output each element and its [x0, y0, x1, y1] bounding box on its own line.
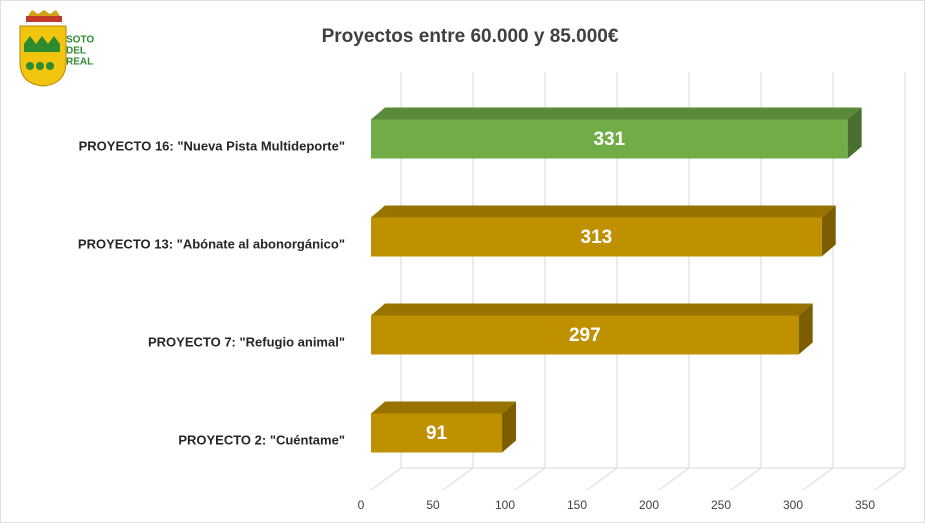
y-tick-label: PROYECTO 13: "Abónate al abonorgánico" [78, 236, 345, 251]
floor-line [874, 467, 906, 491]
tree [36, 62, 44, 70]
floor-line [802, 467, 834, 491]
logo-text: REAL [66, 57, 93, 68]
value-label: 313 [581, 227, 613, 248]
bar [371, 119, 848, 159]
bar [371, 315, 799, 355]
bar-side [821, 205, 836, 257]
bar-top [371, 107, 862, 120]
y-tick-label: PROYECTO 16: "Nueva Pista Multideporte" [79, 138, 345, 153]
chart-title: Proyectos entre 60.000 y 85.000€ [322, 26, 619, 47]
shield [19, 25, 67, 87]
bar-side [502, 401, 517, 453]
value-label: 331 [593, 129, 625, 150]
floor-line [442, 467, 474, 491]
floor-line [370, 467, 402, 491]
logo: SOTO DEL REAL [19, 10, 94, 87]
crown-band [26, 16, 62, 22]
value-label: 297 [569, 325, 601, 346]
tree [46, 62, 54, 70]
bar-side [847, 107, 862, 159]
bar [371, 413, 503, 453]
floor-line [586, 467, 618, 491]
x-tick-label: 150 [567, 498, 587, 512]
x-tick-label: 0 [358, 498, 365, 512]
x-tick-label: 350 [855, 498, 875, 512]
bar-top [371, 303, 813, 316]
x-tick-label: 50 [426, 498, 440, 512]
y-tick-label: PROYECTO 7: "Refugio animal" [148, 334, 345, 349]
bar-top [371, 205, 836, 218]
logo-text: DEL [66, 46, 86, 57]
floor-line [658, 467, 690, 491]
x-tick-label: 250 [711, 498, 731, 512]
x-tick-label: 300 [783, 498, 803, 512]
tree [26, 62, 34, 70]
x-tick-label: 200 [639, 498, 659, 512]
mountains [24, 36, 60, 52]
bar-top [371, 401, 517, 414]
bar-side [798, 303, 813, 355]
value-label: 91 [426, 423, 448, 444]
x-tick-label: 100 [495, 498, 515, 512]
floor-line [730, 467, 762, 491]
y-tick-label: PROYECTO 2: "Cuéntame" [178, 432, 345, 447]
crown [28, 10, 60, 16]
logo-text: SOTO [66, 35, 94, 46]
floor-line [514, 467, 546, 491]
bar [371, 217, 822, 257]
